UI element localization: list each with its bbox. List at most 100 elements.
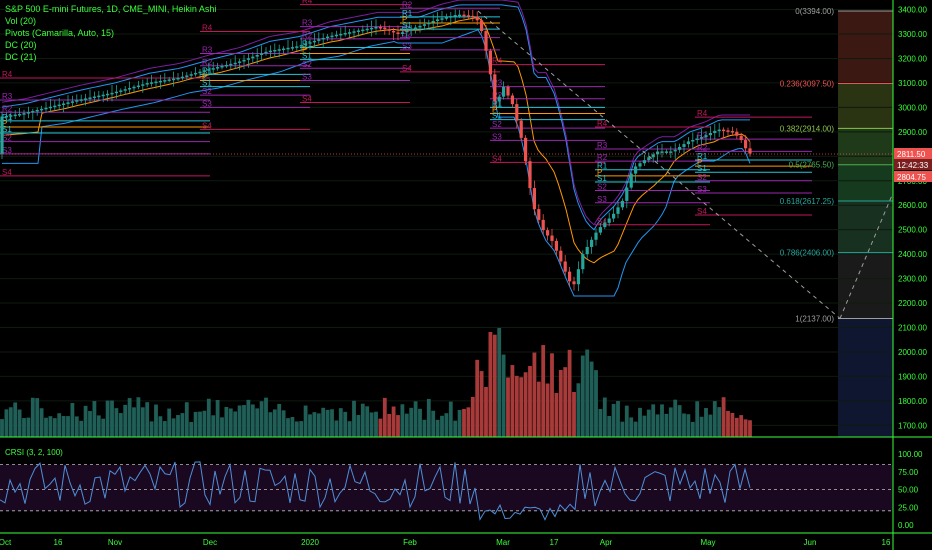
candle-body [0,116,4,154]
volume-bar [193,411,198,437]
volume-bar [378,418,383,437]
candle-body [26,112,30,114]
volume-bar [475,359,480,437]
candle-body [317,39,321,41]
volume-bar [17,409,22,437]
candle-body [370,27,374,30]
legend-pivots[interactable]: Pivots (Camarilla, Auto, 15) [5,28,115,38]
pivot-label: R2 [302,31,313,40]
candle-body [748,148,752,154]
candle-body [224,64,228,67]
candle-body [75,100,79,102]
volume-bar [580,355,585,437]
candle-body [251,56,255,59]
candle-body [40,108,44,111]
volume-bar [118,413,123,437]
volume-bar [550,353,554,437]
volume-bar [492,334,497,437]
price-tick-label: 3100.00 [898,79,927,88]
candle-body [260,53,264,56]
volume-bar [638,407,642,437]
candle-body [524,137,528,162]
candles [0,9,752,292]
volume-bar [712,401,717,437]
fib-trend-line [477,10,841,319]
volume-bar [215,399,220,437]
pivot-label: R1 [597,162,608,171]
volume-bar [26,417,31,437]
candle-body [647,157,651,161]
candle-body [378,27,382,29]
fib-level-label: 0.786(2406.00) [780,249,835,258]
volume-bar [242,405,246,437]
candle-body [304,43,308,46]
legend-dc1[interactable]: DC (20) [5,40,37,50]
volume-bar [4,409,9,437]
pivot-label: R4 [492,57,503,66]
candle-body [132,86,136,89]
candle-body [396,32,400,34]
pivot-label: R1 [492,99,503,108]
candle-body [550,235,554,241]
pivot-label: S4 [697,207,707,216]
volume-bar [734,417,739,437]
volume-bar [620,421,625,437]
candle-body [238,61,242,63]
legend-dc2[interactable]: DC (21) [5,52,37,62]
candle-body [625,187,629,201]
volume-bar [189,421,194,437]
volume-bar [101,418,106,437]
volume-bars [0,328,752,437]
volume-bar [360,403,365,437]
fib-level-label: 1(2137.00) [795,314,834,323]
fib-level-label: 0.236(3097.50) [780,80,835,89]
volume-bar [726,410,730,437]
volume-bar [514,375,519,437]
pivot-label: R4 [2,70,13,79]
candle-body [163,80,167,82]
volume-bar [673,399,678,437]
candle-body [9,115,13,117]
volume-bar [598,409,603,437]
volume-bar [369,412,374,437]
price-tick-label: 3000.00 [898,103,927,112]
volume-bar [484,386,488,437]
candle-body [119,90,123,92]
volume-bar [162,421,167,437]
volume-bar [228,408,233,437]
candle-body [471,15,475,18]
candle-body [603,222,607,228]
volume-bar [382,397,387,437]
time-label: Nov [108,538,122,547]
candle-body [686,141,690,145]
candle-body [286,47,290,50]
volume-bar [61,416,66,437]
pivot-label: S2 [492,120,502,129]
pivot-label: S3 [2,146,12,155]
legend-title[interactable]: S&P 500 E-mini Futures, 1D, CME_MINI, He… [5,4,217,14]
time-label: 2020 [301,538,319,547]
volume-bar [528,366,532,437]
volume-bar [440,415,444,437]
candle-body [334,34,338,37]
candle-body [440,18,444,20]
volume-bar [721,397,726,437]
price-badge [894,171,932,182]
candle-body [466,15,470,17]
candle-body [299,45,303,47]
candle-body [158,80,162,83]
volume-bar [277,403,282,437]
volume-bar [44,417,48,437]
fib-zone [838,83,893,129]
candle-body [101,94,105,97]
volume-bar [651,404,656,437]
volume-bar [444,413,449,437]
price-tick-label: 2000.00 [898,348,927,357]
volume-bar [400,404,405,437]
legend-vol[interactable]: Vol (20) [5,16,37,26]
volume-bar [13,402,18,437]
candle-body [295,46,299,48]
volume-bar [422,419,427,437]
candle-body [4,115,8,118]
